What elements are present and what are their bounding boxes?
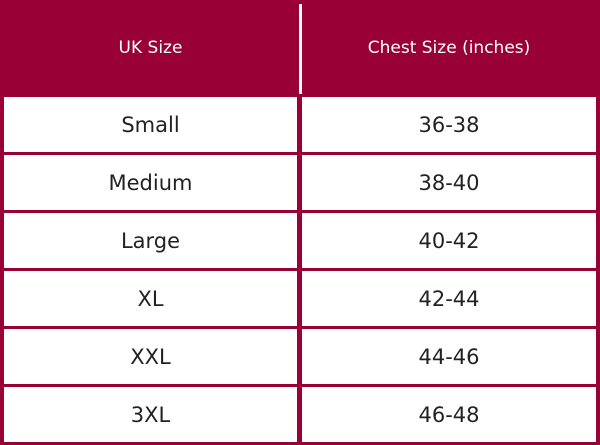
chest-cell: 40-42	[302, 213, 596, 268]
size-cell: Large	[4, 213, 297, 268]
chest-cell: 44-46	[302, 329, 596, 384]
size-cell: XXL	[4, 329, 297, 384]
size-cell: Medium	[4, 155, 297, 210]
size-cell: XL	[4, 271, 297, 326]
column-header: UK Size	[118, 37, 183, 58]
size-cell: Small	[4, 97, 297, 152]
size-cell: 3XL	[4, 387, 297, 442]
column-header: Chest Size (inches)	[367, 37, 531, 58]
chest-cell: 42-44	[302, 271, 596, 326]
header-divider	[299, 4, 302, 94]
chest-cell: 46-48	[302, 387, 596, 442]
chest-cell: 36-38	[302, 97, 596, 152]
chest-cell: 38-40	[302, 155, 596, 210]
